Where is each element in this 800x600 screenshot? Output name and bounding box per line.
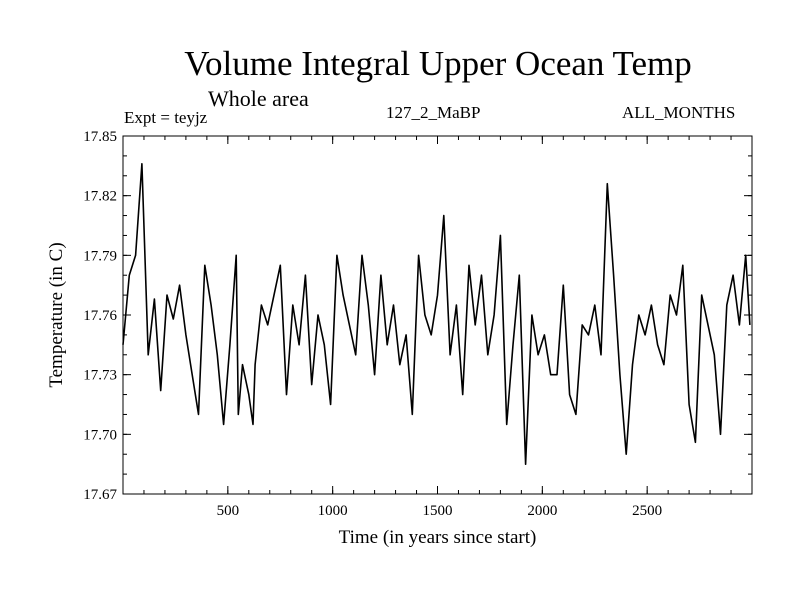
chart-title: Volume Integral Upper Ocean Temp [184, 44, 692, 83]
y-tick-label: 17.70 [83, 427, 117, 443]
y-tick-label: 17.76 [83, 308, 117, 324]
x-axis-label: Time (in years since start) [339, 527, 537, 548]
plot-frame [122, 135, 753, 495]
x-tick-label: 2000 [527, 503, 557, 519]
x-tick-label: 1000 [318, 503, 348, 519]
x-tick-label: 1500 [423, 503, 453, 519]
y-tick-label: 17.67 [83, 487, 117, 503]
series-line [122, 163, 751, 466]
y-tick-label: 17.85 [83, 129, 117, 145]
experiment-label: Expt = teyjz [124, 108, 208, 127]
y-axis-label: Temperature (in C) [46, 242, 67, 387]
y-tick-label: 17.73 [83, 368, 117, 384]
chart-subtitle: Whole area [208, 86, 309, 111]
series-group [122, 163, 751, 466]
run-label: 127_2_MaBP [386, 103, 481, 122]
axes-group: 17.67 17.70 17.73 17.76 17.79 17.82 17.85 500 10… [83, 129, 752, 519]
x-tick-label: 2500 [632, 503, 662, 519]
months-label: ALL_MONTHS [622, 103, 736, 122]
y-tick-label: 17.82 [83, 189, 117, 205]
y-tick-label: 17.79 [83, 248, 117, 264]
x-tick-label: 500 [217, 503, 240, 519]
